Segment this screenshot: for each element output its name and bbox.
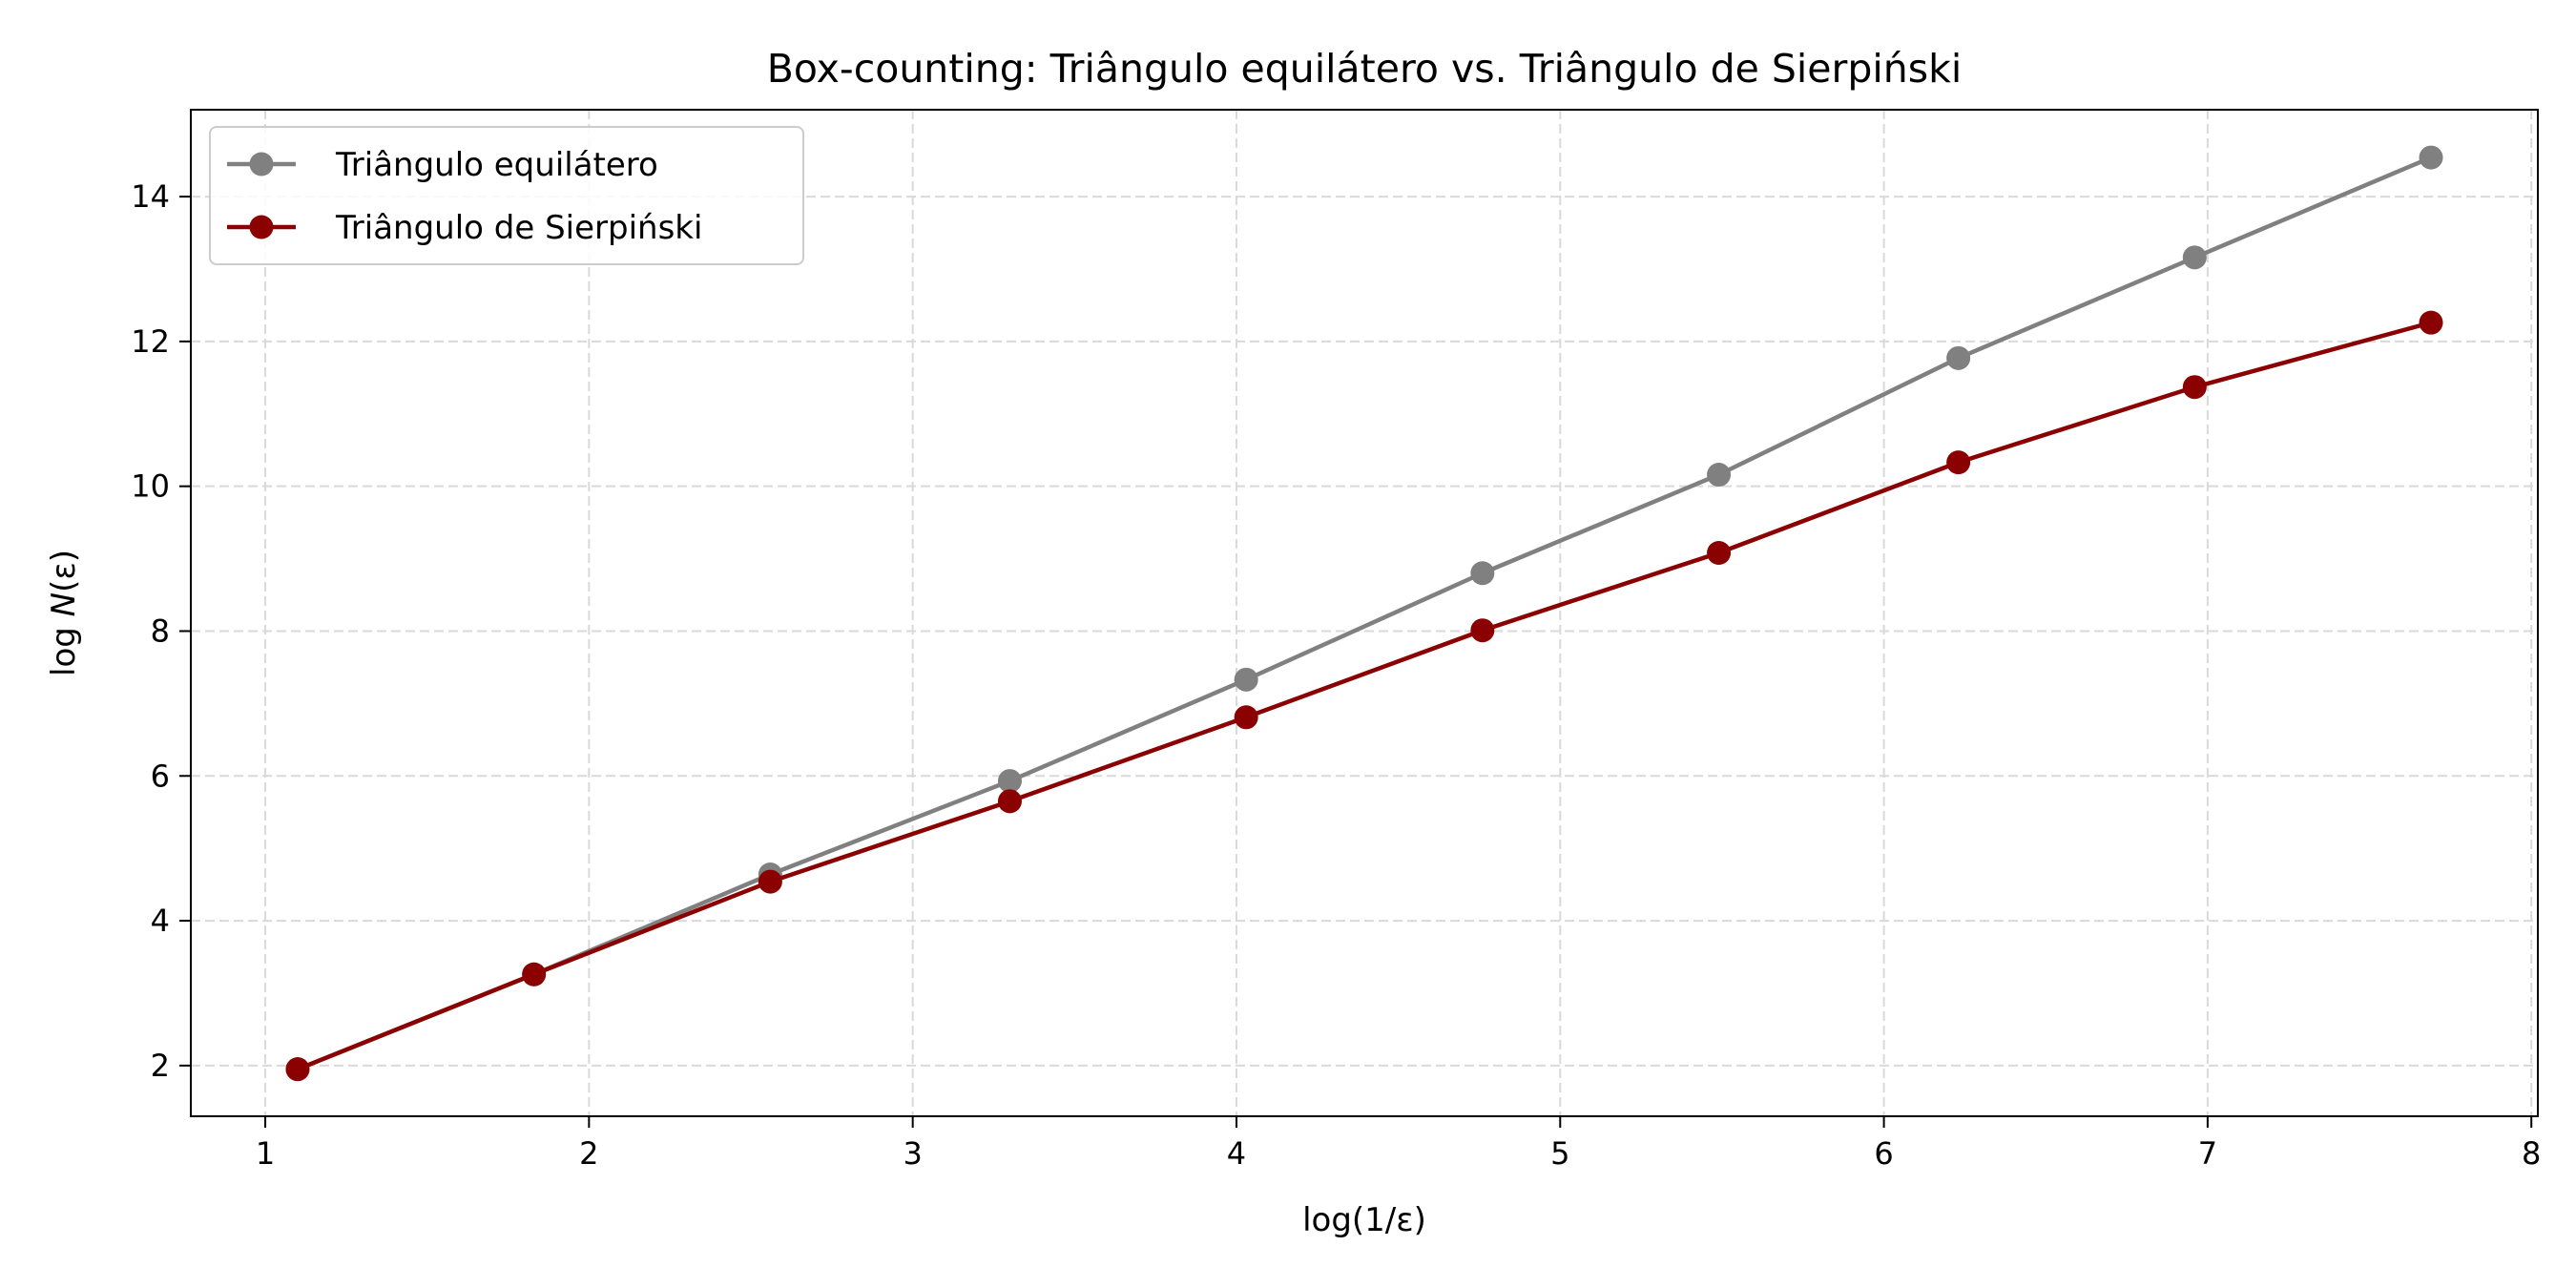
y-tick-label: 6	[151, 758, 170, 794]
x-tick-label: 4	[1227, 1135, 1246, 1172]
data-point	[997, 789, 1022, 814]
data-point	[1946, 450, 1971, 475]
legend-marker	[249, 152, 274, 177]
y-tick-label: 2	[151, 1048, 170, 1084]
plot-frame	[190, 109, 2539, 1117]
data-point	[285, 1057, 310, 1082]
y-axis-label-variable: N	[45, 592, 83, 616]
x-tick-label: 2	[579, 1135, 598, 1172]
series-layer	[285, 145, 2443, 1082]
legend-label: Triângulo equilátero	[335, 146, 658, 184]
data-point	[1234, 705, 1258, 730]
y-axis-label: log N(ε)	[45, 550, 83, 676]
legend-marker	[249, 215, 274, 239]
legend: Triângulo equilátero Triângulo de Sierpiń…	[209, 126, 804, 265]
data-point	[1946, 345, 1971, 370]
series-line	[297, 156, 2432, 1071]
series-line	[297, 320, 2432, 1071]
legend-label: Triângulo de Sierpiński	[335, 209, 702, 247]
data-point	[1707, 541, 1732, 566]
data-point	[1707, 463, 1732, 488]
data-point	[2419, 310, 2443, 335]
x-tick-label: 7	[2198, 1135, 2217, 1172]
data-point	[522, 962, 547, 987]
x-tick-label: 1	[256, 1135, 275, 1172]
data-point	[1234, 667, 1258, 692]
x-tick-label: 6	[1874, 1135, 1893, 1172]
data-point	[2419, 145, 2443, 170]
y-tick-label: 8	[151, 613, 170, 649]
x-tick-label: 3	[903, 1135, 922, 1172]
x-tick-label: 8	[2522, 1135, 2541, 1172]
data-point	[1470, 618, 1495, 643]
data-point	[1470, 561, 1495, 586]
legend-entry-2: Triângulo de Sierpiński	[227, 209, 702, 247]
y-tick-label: 4	[151, 903, 170, 939]
y-axis-label-prefix: log	[45, 616, 83, 676]
x-axis-label: log(1/ε)	[1302, 1201, 1426, 1239]
grid	[191, 110, 2538, 1116]
data-point	[997, 769, 1022, 794]
data-point	[758, 869, 782, 894]
y-tick-label: 10	[131, 468, 170, 505]
legend-box	[209, 126, 804, 265]
data-point	[2182, 375, 2207, 400]
y-tick-label: 12	[131, 323, 170, 360]
data-point	[2182, 245, 2207, 270]
x-tick-label: 5	[1550, 1135, 1569, 1172]
chart-title: Box-counting: Triângulo equilátero vs. T…	[767, 46, 1963, 92]
y-axis-label-suffix: (ε)	[45, 550, 83, 592]
legend-entry-1: Triângulo equilátero	[227, 146, 658, 184]
series-2	[285, 310, 2443, 1082]
y-tick-label: 14	[131, 178, 170, 215]
